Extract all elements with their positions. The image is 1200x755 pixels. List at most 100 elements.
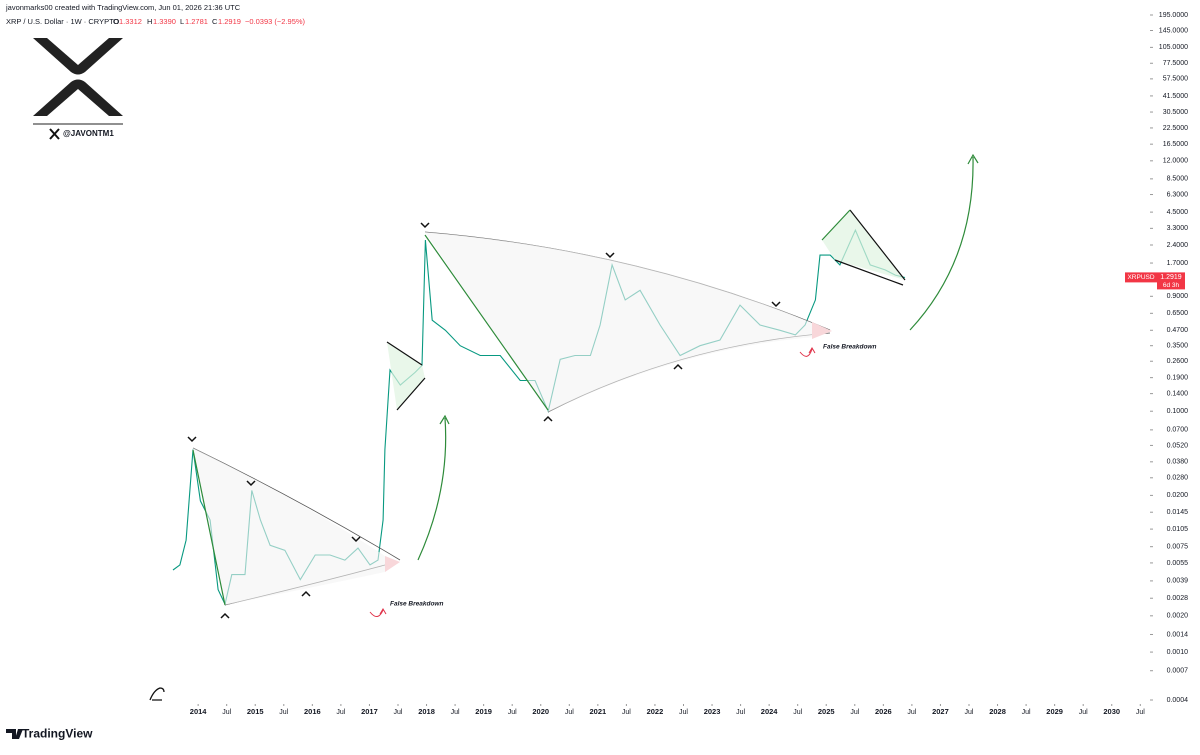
- y-tick-label: 0.3500: [1167, 343, 1189, 350]
- xrp-logo: [33, 38, 123, 125]
- x-tick-label: 2026: [875, 707, 892, 716]
- brand: TradingView: [22, 727, 93, 741]
- y-tick-label: 22.5000: [1163, 125, 1188, 132]
- red-arrow: [799, 347, 816, 357]
- y-tick-label: 12.0000: [1163, 158, 1188, 165]
- y-tick-label: 0.0280: [1167, 475, 1189, 482]
- price-tag-name-text: XRPUSD: [1127, 274, 1154, 281]
- price-tag-countdown: 6d 3h: [1163, 282, 1180, 289]
- y-tick-label: 1.7000: [1167, 260, 1189, 267]
- price-tag-value: 1.2919: [1160, 274, 1182, 281]
- x-tick-label: Jul: [279, 709, 288, 716]
- y-tick-label: 57.5000: [1163, 76, 1188, 83]
- ohlc: O 1.3312 H 1.3390 L 1.2781 C 1.2919 −0.0…: [113, 17, 306, 26]
- y-tick-label: 0.1000: [1167, 408, 1189, 415]
- y-tick-label: 8.5000: [1167, 176, 1189, 183]
- x-tick-label: Jul: [1022, 709, 1031, 716]
- y-tick-label: 77.5000: [1163, 60, 1188, 67]
- x-tick-label: Jul: [1136, 709, 1145, 716]
- dino-icon: [149, 687, 165, 701]
- y-tick-label: 0.2600: [1167, 358, 1189, 365]
- ohlc-value: 1.3390: [153, 17, 176, 26]
- ohlc-tag: C: [212, 17, 218, 26]
- flag: [822, 210, 905, 280]
- y-tick-label: 16.5000: [1163, 141, 1188, 148]
- y-tick-label: 0.0010: [1167, 649, 1189, 656]
- trendline: [192, 447, 401, 561]
- y-tick-label: 4.5000: [1167, 209, 1189, 216]
- x-tick-label: Jul: [850, 709, 859, 716]
- y-tick-label: 0.0039: [1167, 578, 1189, 585]
- x-tick-label: 2030: [1103, 707, 1120, 716]
- x-tick-label: 2015: [247, 707, 264, 716]
- credit: javonmarks00 created with TradingView.co…: [5, 3, 241, 12]
- x-tick-label: 2021: [589, 707, 606, 716]
- y-tick-label: 0.0105: [1167, 526, 1189, 533]
- price-tag: [1157, 272, 1185, 290]
- red-arrow: [369, 608, 387, 617]
- projection-arrow: [909, 153, 979, 331]
- x-tick-label: 2027: [932, 707, 949, 716]
- y-tick-label: 0.0028: [1167, 595, 1189, 602]
- tv-logo: [6, 729, 23, 739]
- x-tick-label: 2020: [532, 707, 549, 716]
- y-tick-label: 0.0700: [1167, 427, 1189, 434]
- drawings: False Breakdown False Breakdown: [187, 153, 979, 619]
- x-tick-label: Jul: [565, 709, 574, 716]
- annotation: False Breakdown: [390, 601, 443, 608]
- x-tick-label: 2025: [818, 707, 835, 716]
- x-tick-label: Jul: [1079, 709, 1088, 716]
- y-tick-label: 41.5000: [1163, 93, 1188, 100]
- y-tick-label: 0.0055: [1167, 560, 1189, 567]
- y-tick-label: 195.0000: [1159, 12, 1188, 19]
- x-tick-label: 2023: [704, 707, 721, 716]
- pennant-line: [386, 341, 426, 411]
- green-leg: [192, 209, 851, 606]
- bottom-marker: [220, 363, 683, 619]
- y-tick-label: 0.0007: [1167, 668, 1189, 675]
- x-tick-label: Jul: [451, 709, 460, 716]
- price-tag-name: [1125, 272, 1157, 283]
- y-tick-label: 6.3000: [1167, 191, 1189, 198]
- ohlc-value: 1.2781: [185, 17, 208, 26]
- y-tick-label: 0.0020: [1167, 613, 1189, 620]
- x-tick-label: Jul: [965, 709, 974, 716]
- ohlc-tag: O: [113, 17, 119, 26]
- ohlc-tag: H: [147, 17, 152, 26]
- y-tick-label: 2.4000: [1167, 242, 1189, 249]
- change: −0.0393 (−2.95%): [245, 17, 306, 26]
- y-tick-label: 0.1400: [1167, 390, 1189, 397]
- y-tick-label: 0.0004: [1167, 697, 1189, 704]
- x-tick-label: 2014: [190, 707, 208, 716]
- x-tick-label: 2018: [418, 707, 435, 716]
- x-tick-label: Jul: [793, 709, 802, 716]
- y-tick-label: 0.0380: [1167, 459, 1189, 466]
- y-tick-label: 0.0014: [1167, 631, 1189, 638]
- x-icon: [49, 128, 60, 140]
- top-marker: [187, 222, 781, 543]
- symbol: XRP / U.S. Dollar · 1W · CRYPTO: [6, 17, 120, 26]
- y-tick-label: 145.0000: [1159, 27, 1188, 34]
- x-tick-label: Jul: [508, 709, 517, 716]
- y-tick-label: 0.4700: [1167, 327, 1189, 334]
- y-tick-label: 105.0000: [1159, 44, 1188, 51]
- x-tick-label: 2019: [475, 707, 492, 716]
- apex: [385, 556, 400, 572]
- y-tick-label: 0.0145: [1167, 509, 1189, 516]
- x-tick-label: 2017: [361, 707, 378, 716]
- y-tick-label: 0.6500: [1167, 310, 1189, 317]
- y-tick-label: 0.0075: [1167, 544, 1189, 551]
- x-tick-label: Jul: [907, 709, 916, 716]
- y-tick-label: 0.9000: [1167, 293, 1189, 300]
- x-tick-label: Jul: [622, 709, 631, 716]
- triangle-fill: [193, 448, 385, 605]
- pennant: [387, 342, 425, 410]
- x-tick-label: 2029: [1046, 707, 1063, 716]
- x-tick-label: Jul: [679, 709, 688, 716]
- x-tick-label: Jul: [736, 709, 745, 716]
- x-tick-label: 2024: [761, 707, 779, 716]
- apex: [812, 322, 832, 339]
- x-tick-label: 2016: [304, 707, 321, 716]
- y-tick-label: 0.0520: [1167, 442, 1189, 449]
